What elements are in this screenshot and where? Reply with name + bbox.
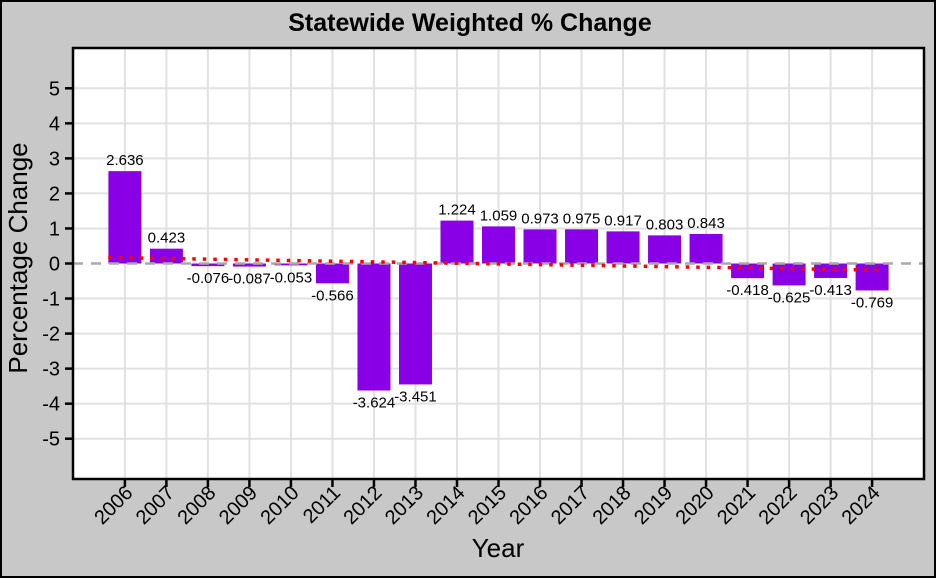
axis-ticks [65, 87, 874, 487]
bar-2016 [523, 229, 557, 264]
bar-label-2016: 0.973 [521, 210, 559, 227]
bar-2024 [855, 263, 889, 291]
bar-label-2014: 1.224 [438, 202, 476, 219]
bar-label-2017: 0.975 [563, 210, 601, 227]
bar-label-2018: 0.917 [604, 212, 642, 229]
bar-label-2020: 0.843 [687, 215, 725, 232]
bar-label-2022: -0.625 [768, 289, 811, 306]
x-tick-label-2016: 2016 [506, 482, 553, 529]
y-tick-label--1: -1 [42, 289, 60, 311]
y-tick-label--5: -5 [42, 429, 60, 451]
x-tick-label-2018: 2018 [589, 482, 636, 529]
bar-label-2007: 0.423 [148, 230, 186, 247]
bar-2006 [108, 171, 142, 264]
bar-label-2009: -0.087 [228, 271, 271, 288]
x-tick-label-2014: 2014 [423, 482, 470, 529]
bar-label-2010: -0.053 [270, 269, 313, 286]
bar-label-2015: 1.059 [480, 207, 518, 224]
x-tick-label-2021: 2021 [713, 482, 760, 529]
bar-label-2006: 2.636 [106, 152, 144, 169]
y-axis-title: Percentage Change [3, 142, 33, 373]
y-tick-label-3: 3 [49, 148, 60, 170]
x-tick-label-2023: 2023 [796, 482, 843, 529]
y-tick-label--4: -4 [42, 394, 60, 416]
x-tick-label-2007: 2007 [132, 482, 179, 529]
x-tick-label-2020: 2020 [672, 482, 719, 529]
x-tick-label-2015: 2015 [464, 482, 511, 529]
x-tick-label-2012: 2012 [339, 482, 386, 529]
x-tick-label-2008: 2008 [173, 482, 220, 529]
chart-title: Statewide Weighted % Change [288, 9, 652, 37]
bar-label-2008: -0.076 [187, 270, 230, 287]
bar-label-2023: -0.413 [809, 282, 852, 299]
y-tick-label-1: 1 [49, 218, 60, 240]
bar-2023 [814, 263, 848, 278]
y-tick-label--2: -2 [42, 324, 60, 346]
bar-label-2011: -0.566 [311, 287, 354, 304]
bar-2011 [315, 263, 349, 284]
bar-label-2024: -0.769 [851, 294, 894, 311]
y-tick-label-2: 2 [49, 183, 60, 205]
bar-2008 [191, 263, 225, 267]
bar-2013 [398, 263, 432, 385]
bar-label-2013: -3.451 [394, 388, 437, 405]
bar-2015 [482, 226, 515, 264]
bar-2014 [440, 220, 474, 264]
bar-label-2021: -0.418 [726, 282, 769, 299]
bar-2012 [357, 263, 391, 391]
x-tick-label-2010: 2010 [256, 482, 303, 529]
bar-label-2012: -3.624 [353, 394, 396, 411]
plot-frame [71, 46, 926, 481]
x-tick-label-2009: 2009 [215, 482, 262, 529]
bar-label-2019: 0.803 [646, 216, 684, 233]
x-tick-label-2013: 2013 [381, 482, 428, 529]
x-tick-label-2011: 2011 [299, 482, 345, 528]
bar-2020 [689, 233, 723, 264]
x-axis-title: Year [472, 533, 525, 563]
bar-2018 [606, 231, 640, 264]
x-tick-label-2024: 2024 [838, 482, 885, 529]
bar-value-labels: 2.636 0.423 -0.076-0.087-0.053-0.566 -3.624… [106, 152, 893, 411]
bar-2022 [772, 263, 806, 286]
bar-2021 [731, 263, 765, 279]
bar-2007 [149, 248, 183, 264]
bar-2017 [565, 229, 599, 264]
y-tick-label-5: 5 [49, 78, 60, 100]
x-tick-label-2006: 2006 [90, 482, 137, 529]
y-tick-label-4: 4 [49, 113, 60, 135]
bars [108, 171, 889, 391]
y-tick-label--3: -3 [42, 359, 60, 381]
x-tick-label-2019: 2019 [630, 482, 677, 529]
bar-2019 [648, 235, 682, 264]
trend-line-layer [108, 255, 881, 272]
x-tick-label-2017: 2017 [547, 482, 594, 529]
trend-line [108, 255, 881, 272]
y-tick-label-0: 0 [49, 254, 60, 276]
bar-2009 [232, 263, 266, 267]
x-tick-label-2022: 2022 [755, 482, 802, 529]
